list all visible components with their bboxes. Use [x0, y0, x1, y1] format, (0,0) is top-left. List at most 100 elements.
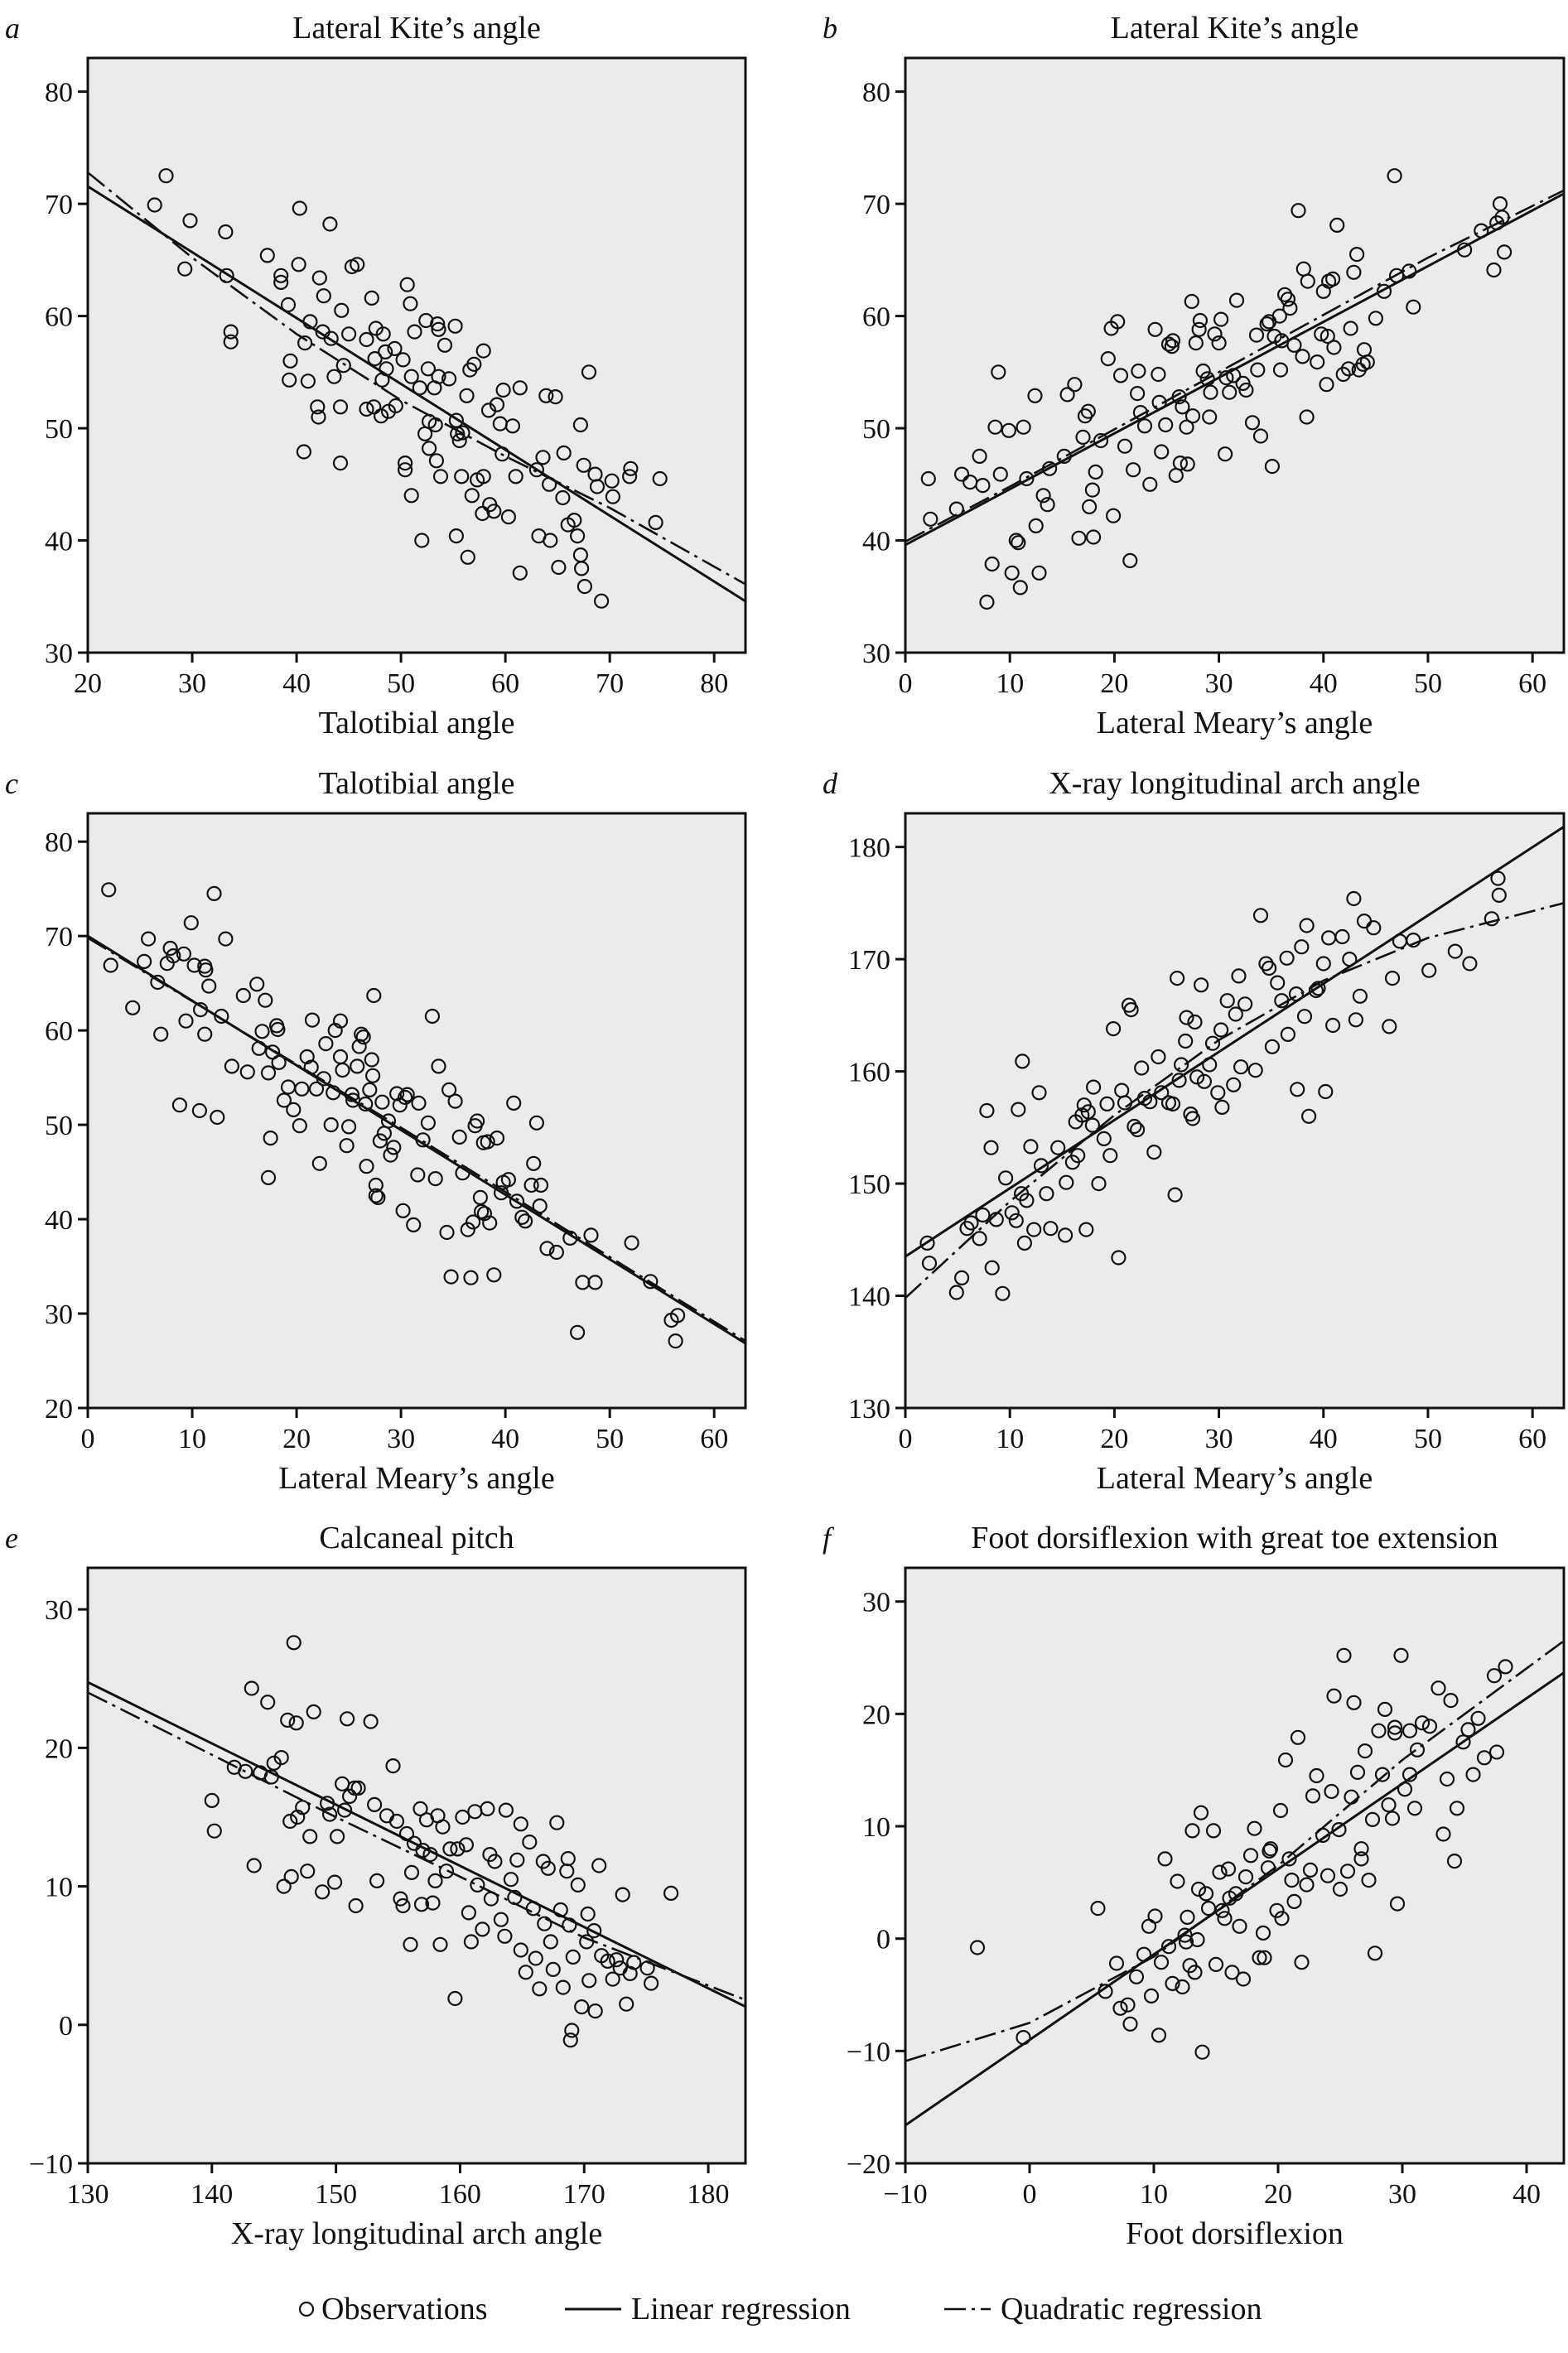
observation-point — [1387, 168, 1402, 184]
observation-point — [512, 380, 528, 396]
observation-point — [280, 1712, 296, 1728]
observation-point — [1343, 321, 1358, 336]
observation-point — [1238, 1869, 1254, 1885]
observation-point — [560, 1851, 576, 1867]
observation-point — [975, 477, 991, 494]
observation-point — [310, 399, 326, 415]
observation-point — [1193, 1805, 1209, 1820]
panel-letter-d: d — [823, 767, 838, 800]
observation-point — [1191, 321, 1207, 337]
observation-point — [1324, 271, 1341, 287]
observation-point — [365, 1068, 381, 1083]
observation-point — [1339, 1864, 1356, 1879]
x-tick-label-a: 30 — [178, 668, 206, 699]
observation-point — [1384, 970, 1401, 986]
observation-point — [427, 1170, 443, 1187]
observation-point — [533, 1177, 549, 1193]
observation-point — [1257, 1950, 1272, 1965]
observation-point — [504, 418, 521, 434]
observation-point — [1270, 975, 1286, 991]
x-tick-label-f: 20 — [1264, 2179, 1292, 2210]
observation-point — [1004, 565, 1020, 581]
observation-point — [1393, 1647, 1409, 1663]
observation-point — [489, 397, 505, 412]
observation-point — [589, 479, 605, 494]
observation-point — [562, 2032, 578, 2048]
observation-point — [350, 1780, 366, 1796]
quadratic-regression-line — [88, 937, 745, 1343]
observation-point — [1402, 1723, 1418, 1738]
observation-point — [282, 1813, 298, 1830]
observation-point — [1248, 327, 1265, 343]
observation-point — [355, 1029, 371, 1045]
observation-point — [430, 316, 446, 332]
observation-point — [1004, 1205, 1020, 1221]
observation-point — [323, 1116, 339, 1133]
observation-point — [532, 1981, 548, 1997]
y-tick-label-d: 140 — [848, 1282, 890, 1313]
observation-point — [1102, 1148, 1118, 1164]
chart-title-f: Foot dorsiflexion with great toe extensi… — [971, 1521, 1498, 1555]
observation-point — [470, 1877, 485, 1893]
x-tick-label-a: 60 — [491, 668, 519, 699]
observation-point — [1359, 354, 1375, 370]
observation-point — [316, 288, 331, 304]
observation-point — [1217, 446, 1233, 462]
observation-point — [1128, 1969, 1145, 1984]
observation-point — [1435, 1826, 1451, 1842]
observation-point — [1188, 335, 1204, 351]
x-tick-label-a: 80 — [700, 668, 728, 699]
observation-point — [1384, 1811, 1401, 1826]
observation-point — [1187, 1014, 1203, 1030]
observation-point — [417, 426, 433, 441]
observation-point — [370, 1189, 386, 1206]
observation-point — [296, 444, 311, 460]
x-tick-label-c: 20 — [282, 1424, 311, 1454]
observation-point — [1210, 1085, 1226, 1101]
observation-point — [576, 457, 591, 473]
quadratic-regression-line — [88, 1691, 745, 2001]
observation-point — [583, 1227, 599, 1243]
observation-point — [1080, 403, 1096, 419]
observation-point — [1190, 1881, 1207, 1897]
y-tick-label-e: 20 — [45, 1733, 73, 1764]
observation-point — [406, 1217, 422, 1233]
y-tick-label-c: 70 — [45, 922, 73, 952]
observation-point — [427, 1873, 443, 1888]
observation-point — [1277, 1752, 1294, 1768]
observation-point — [369, 1873, 385, 1888]
observation-point — [1059, 1174, 1074, 1190]
observation-point — [364, 290, 379, 306]
observation-point — [1035, 488, 1051, 504]
observation-point — [1153, 1955, 1170, 1970]
observation-point — [318, 1035, 334, 1052]
observation-point — [1001, 422, 1017, 438]
y-tick-label-e: −10 — [29, 2149, 73, 2180]
observation-point — [1120, 1997, 1136, 2013]
observation-point — [335, 1062, 350, 1078]
observation-point — [1491, 887, 1507, 904]
observation-point — [403, 1864, 420, 1880]
observation-point — [570, 1877, 586, 1893]
observation-point — [330, 1829, 345, 1844]
observation-point — [166, 947, 181, 964]
observation-point — [1335, 366, 1351, 383]
observation-point — [983, 1140, 999, 1155]
y-tick-label-d: 170 — [848, 945, 890, 976]
observation-point — [1366, 920, 1382, 936]
observation-point — [1336, 1647, 1352, 1663]
observation-point — [403, 488, 419, 504]
observation-point — [1184, 1111, 1201, 1126]
x-tick-label-c: 40 — [491, 1424, 519, 1454]
observation-point — [218, 931, 234, 947]
observation-point — [1134, 1060, 1150, 1076]
observation-point — [1294, 939, 1310, 955]
observation-point — [383, 1147, 398, 1163]
observation-point — [1233, 1059, 1249, 1075]
observation-point — [447, 1990, 463, 2007]
observation-point — [1110, 314, 1126, 330]
observation-point — [292, 1118, 307, 1134]
observation-point — [395, 1897, 411, 1914]
observation-point — [652, 470, 668, 487]
observation-point — [244, 1680, 259, 1696]
